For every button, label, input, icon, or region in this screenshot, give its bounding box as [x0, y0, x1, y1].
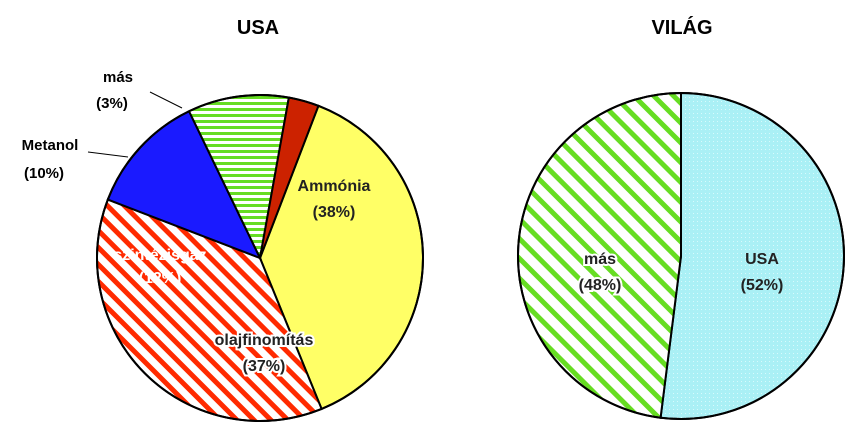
chart-title-vilag: VILÁG	[651, 16, 712, 39]
pie-outline-pie1	[96, 94, 424, 422]
slice-label-olajfinomitas: olajfinomítás	[215, 332, 314, 349]
pie-usa	[96, 94, 424, 422]
slice-label-usa: USA	[745, 251, 779, 268]
leader-line-metanol	[87, 151, 129, 158]
pie-vilag	[517, 91, 845, 420]
slice-pct-mas-vilag: (48%)	[579, 277, 622, 294]
slice-label-metanol: Metanol	[22, 137, 79, 154]
slice-pct-olajfinomitas: (37%)	[243, 358, 286, 375]
leader-line-mas	[149, 91, 183, 109]
slice-pct-metanol: (10%)	[24, 165, 64, 182]
pie-outline-pie2	[517, 92, 845, 420]
slice-label-mas-usa: más	[103, 69, 133, 86]
slice-pct-mas-usa: (3%)	[96, 95, 128, 112]
chart-title-usa: USA	[237, 17, 279, 39]
slice-pct-ammonia: (38%)	[313, 204, 356, 221]
slice-label-mas-vilag: más	[584, 251, 616, 268]
slice-label-szintezisgaz: szintézisgáz	[113, 247, 206, 264]
slice-pct-szintezisgaz: (12%)	[139, 270, 182, 287]
slice-label-ammonia: Ammónia	[298, 178, 371, 195]
slice-pct-usa: (52%)	[741, 277, 784, 294]
